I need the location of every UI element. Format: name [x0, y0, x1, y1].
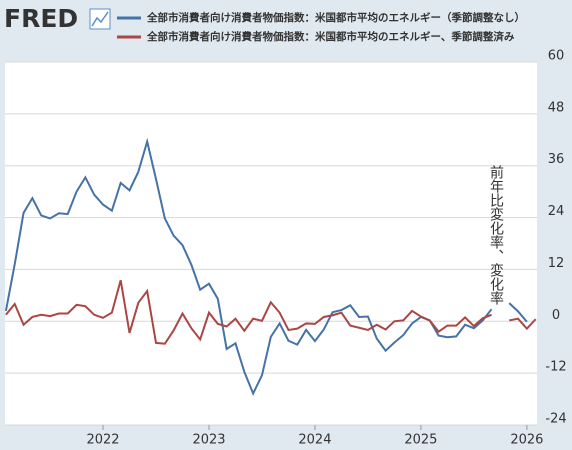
x-tick-label: 2025 — [404, 433, 437, 448]
y-tick-label: 24 — [548, 204, 565, 219]
plot-area — [5, 62, 537, 425]
y-tick-label: 12 — [548, 256, 565, 271]
x-tick-label: 2026 — [510, 433, 543, 448]
y-tick-label: 48 — [548, 100, 565, 115]
series-line — [4, 137, 493, 396]
series-line — [5, 279, 492, 345]
legend-label: 全部市消費者向け消費者物価指数：米国都市平均のエネルギー（季節調整なし） — [146, 11, 525, 24]
x-tick-label: 2022 — [86, 433, 119, 448]
x-tick-label: 2023 — [192, 433, 225, 448]
legend-label: 全部市消費者向け消費者物価指数：米国都市平均のエネルギー、季節調整済み — [146, 30, 515, 43]
y-tick-label: -12 — [545, 360, 566, 375]
y-tick-label: 0 — [552, 308, 560, 323]
x-tick-label: 2024 — [298, 433, 331, 448]
y-axis-label: 前年比変化率、変化率 — [488, 164, 504, 305]
series-line — [508, 302, 528, 323]
y-tick-label: 36 — [548, 152, 565, 167]
y-tick-label: 60 — [548, 49, 565, 64]
logo[interactable]: FRED — [4, 4, 78, 33]
y-tick-label: -24 — [545, 412, 566, 427]
logo-icon — [89, 8, 111, 30]
series-line — [509, 317, 537, 331]
